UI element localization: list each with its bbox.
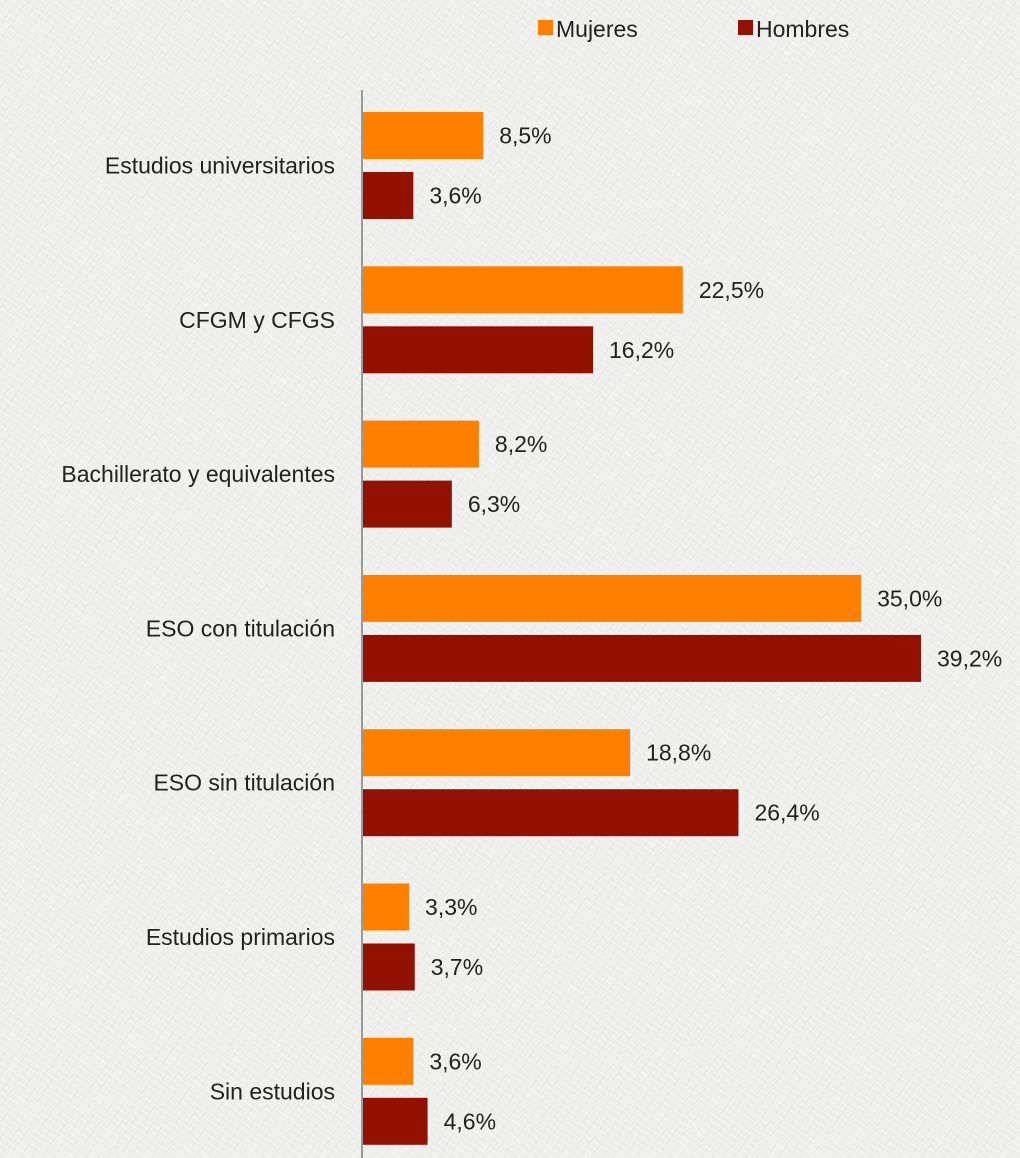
data-label: 8,5% bbox=[499, 123, 551, 149]
bar-hombres bbox=[362, 634, 921, 682]
category-label: CFGM y CFGS bbox=[179, 307, 335, 333]
category-label: Estudios universitarios bbox=[105, 153, 335, 179]
bar-hombres bbox=[362, 789, 739, 837]
data-label: 22,5% bbox=[699, 277, 764, 303]
bar-hombres bbox=[362, 1097, 428, 1145]
labels: Estudios universitarios 8,5% 3,6% CFGM y CF… bbox=[61, 123, 1002, 1135]
category-label: ESO sin titulación bbox=[153, 770, 335, 796]
bar-hombres bbox=[362, 943, 415, 991]
bar-mujeres bbox=[362, 266, 683, 314]
category-label: Bachillerato y equivalentes bbox=[61, 461, 335, 487]
legend: Mujeres Hombres bbox=[538, 16, 849, 42]
data-label: 39,2% bbox=[937, 645, 1002, 671]
category-label: ESO con titulación bbox=[146, 615, 335, 641]
bar-mujeres bbox=[362, 420, 479, 468]
data-label: 8,2% bbox=[495, 431, 547, 457]
data-label: 35,0% bbox=[877, 585, 942, 611]
data-label: 16,2% bbox=[609, 337, 674, 363]
legend-label-mujeres: Mujeres bbox=[556, 16, 638, 42]
bar-hombres bbox=[362, 172, 414, 219]
bar-hombres bbox=[362, 480, 452, 528]
legend-label-hombres: Hombres bbox=[756, 16, 849, 42]
bar-hombres bbox=[362, 326, 594, 374]
data-label: 18,8% bbox=[646, 740, 711, 766]
data-label: 26,4% bbox=[754, 800, 819, 826]
data-label: 3,7% bbox=[431, 954, 483, 980]
category-label: Sin estudios bbox=[210, 1078, 335, 1104]
data-label: 3,6% bbox=[429, 183, 481, 209]
bar-mujeres bbox=[362, 729, 631, 777]
data-label: 4,6% bbox=[444, 1108, 496, 1134]
bar-mujeres bbox=[362, 112, 484, 159]
bars bbox=[362, 112, 921, 1145]
data-label: 3,3% bbox=[425, 894, 477, 920]
legend-swatch-hombres bbox=[738, 20, 753, 35]
data-label: 3,6% bbox=[429, 1048, 481, 1074]
bar-mujeres bbox=[362, 1037, 414, 1085]
bar-mujeres bbox=[362, 574, 862, 622]
category-label: Estudios primarios bbox=[146, 924, 335, 950]
bar-mujeres bbox=[362, 883, 410, 931]
data-label: 6,3% bbox=[468, 491, 520, 517]
legend-swatch-mujeres bbox=[538, 20, 553, 35]
